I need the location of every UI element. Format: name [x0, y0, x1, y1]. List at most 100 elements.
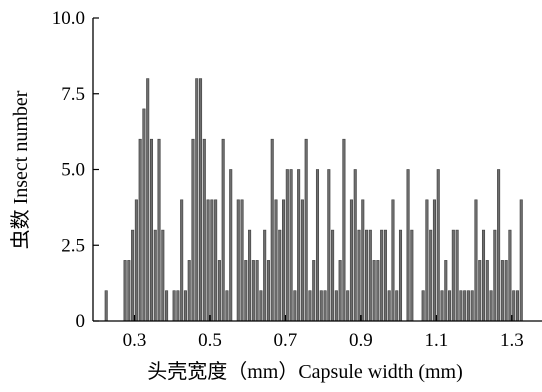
y-tick-label: 0: [76, 311, 86, 332]
bar: [131, 229, 135, 322]
bar: [432, 199, 436, 322]
bar: [251, 260, 255, 322]
bar: [104, 290, 108, 322]
bar: [478, 260, 482, 322]
bar: [485, 260, 489, 322]
bar: [183, 290, 187, 322]
bar: [395, 290, 399, 322]
bar: [270, 138, 274, 322]
bar: [206, 199, 210, 322]
bar: [512, 290, 516, 322]
bar: [263, 229, 267, 322]
bar: [293, 290, 297, 322]
bar: [165, 290, 169, 322]
bar: [451, 229, 455, 322]
bar: [429, 229, 433, 322]
bar: [474, 199, 478, 322]
bar: [376, 260, 380, 322]
bar: [504, 260, 508, 322]
bar: [410, 229, 414, 322]
bar: [225, 290, 229, 322]
bar: [519, 199, 523, 322]
bar: [323, 290, 327, 322]
bar: [459, 290, 463, 322]
bar: [425, 199, 429, 322]
x-axis-title: 头壳宽度（mm）Capsule width (mm): [147, 360, 463, 383]
bar: [274, 199, 278, 322]
bar: [255, 260, 259, 322]
bar: [149, 138, 154, 322]
bar: [217, 260, 221, 322]
bar: [331, 229, 335, 322]
x-ticks-group: 0.3 0.5 0.7 0.9 1.1 1.3: [123, 315, 524, 351]
y-tick-label: 2.5: [61, 235, 85, 256]
bar: [455, 229, 459, 322]
bar: [236, 199, 240, 322]
bar: [319, 290, 323, 322]
bar: [161, 229, 165, 322]
bar: [346, 290, 350, 322]
bar: [508, 229, 512, 322]
bar: [383, 229, 387, 322]
bar: [353, 169, 357, 322]
bar: [463, 290, 467, 322]
bar: [515, 290, 520, 322]
bar: [134, 199, 138, 322]
bar: [199, 78, 203, 322]
bar: [312, 260, 316, 322]
bar: [436, 169, 440, 322]
bar: [297, 169, 301, 322]
bar: [481, 229, 486, 322]
bar: [244, 260, 248, 322]
bar: [127, 260, 131, 322]
bar: [497, 169, 501, 322]
x-tick-label: 0.3: [123, 330, 147, 351]
bar: [372, 260, 376, 322]
bar: [440, 290, 444, 322]
bar: [444, 260, 448, 322]
bar: [229, 169, 233, 322]
bar: [289, 169, 293, 322]
bar: [342, 138, 346, 322]
bar: [214, 199, 218, 322]
y-tick-label: 7.5: [61, 84, 85, 105]
bars-group: [104, 78, 523, 322]
bar: [338, 260, 342, 322]
bar: [221, 138, 225, 322]
bar: [285, 169, 289, 322]
bar: [406, 169, 410, 322]
bar: [493, 229, 497, 322]
bar: [180, 199, 184, 322]
bar: [489, 290, 493, 322]
bar: [153, 229, 157, 322]
bar: [123, 260, 127, 322]
y-tick-label: 10.0: [52, 8, 85, 29]
bar: [240, 199, 244, 322]
bar: [300, 199, 304, 322]
bar: [195, 78, 199, 322]
y-axis-title: 虫数 Insect number: [9, 90, 32, 249]
bar: [368, 229, 372, 322]
bar: [448, 290, 452, 322]
bar: [146, 78, 150, 322]
bar: [278, 229, 282, 322]
bar: [187, 260, 191, 322]
bar: [157, 138, 161, 322]
y-ticks-group: 0 2.5 5.0 7.5 10.0: [52, 8, 99, 332]
x-tick-label: 0.5: [198, 330, 222, 351]
bar: [176, 290, 180, 322]
bar: [138, 138, 142, 322]
bar: [266, 260, 270, 322]
bar: [391, 199, 395, 322]
bar: [248, 229, 252, 322]
bar: [308, 290, 312, 322]
bar: [365, 229, 369, 322]
y-tick-label: 5.0: [61, 160, 85, 181]
bar: [210, 199, 214, 322]
x-tick-label: 0.7: [274, 330, 298, 351]
bar: [259, 290, 263, 322]
bar: [421, 290, 425, 322]
bar: [349, 199, 353, 322]
